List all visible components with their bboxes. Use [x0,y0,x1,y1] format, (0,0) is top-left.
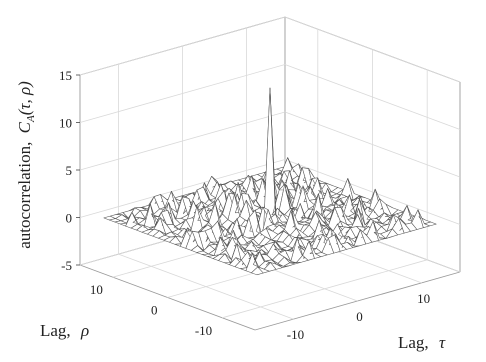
y-tick-label: 0 [151,303,158,318]
y-axis-title: Lag, ρ [40,321,89,340]
y-tick-label: 10 [90,282,103,297]
surface-patch [263,87,276,229]
x-axis-title: Lag, τ [398,333,446,352]
z-tick-label: -5 [61,258,72,273]
z-axis-title: autocorrelation, CA(τ, ρ) [15,81,37,249]
y-gridline-floor [222,259,428,319]
z-tick-label: 0 [66,211,73,226]
x-tick-label: -10 [287,327,304,342]
surface-patch [424,221,437,227]
tick-layer: -5 0 5 10 15 -10 0 10 -10 0 10 [59,68,430,342]
z-tick-label: 5 [66,163,73,178]
z-tick-label: 10 [59,116,72,131]
x-tick-label: 0 [356,309,363,324]
x-tick-label: 10 [417,291,430,306]
z-tick-label: 15 [59,68,72,83]
surface-layer [103,87,437,276]
y-tick-label: -10 [195,323,212,338]
